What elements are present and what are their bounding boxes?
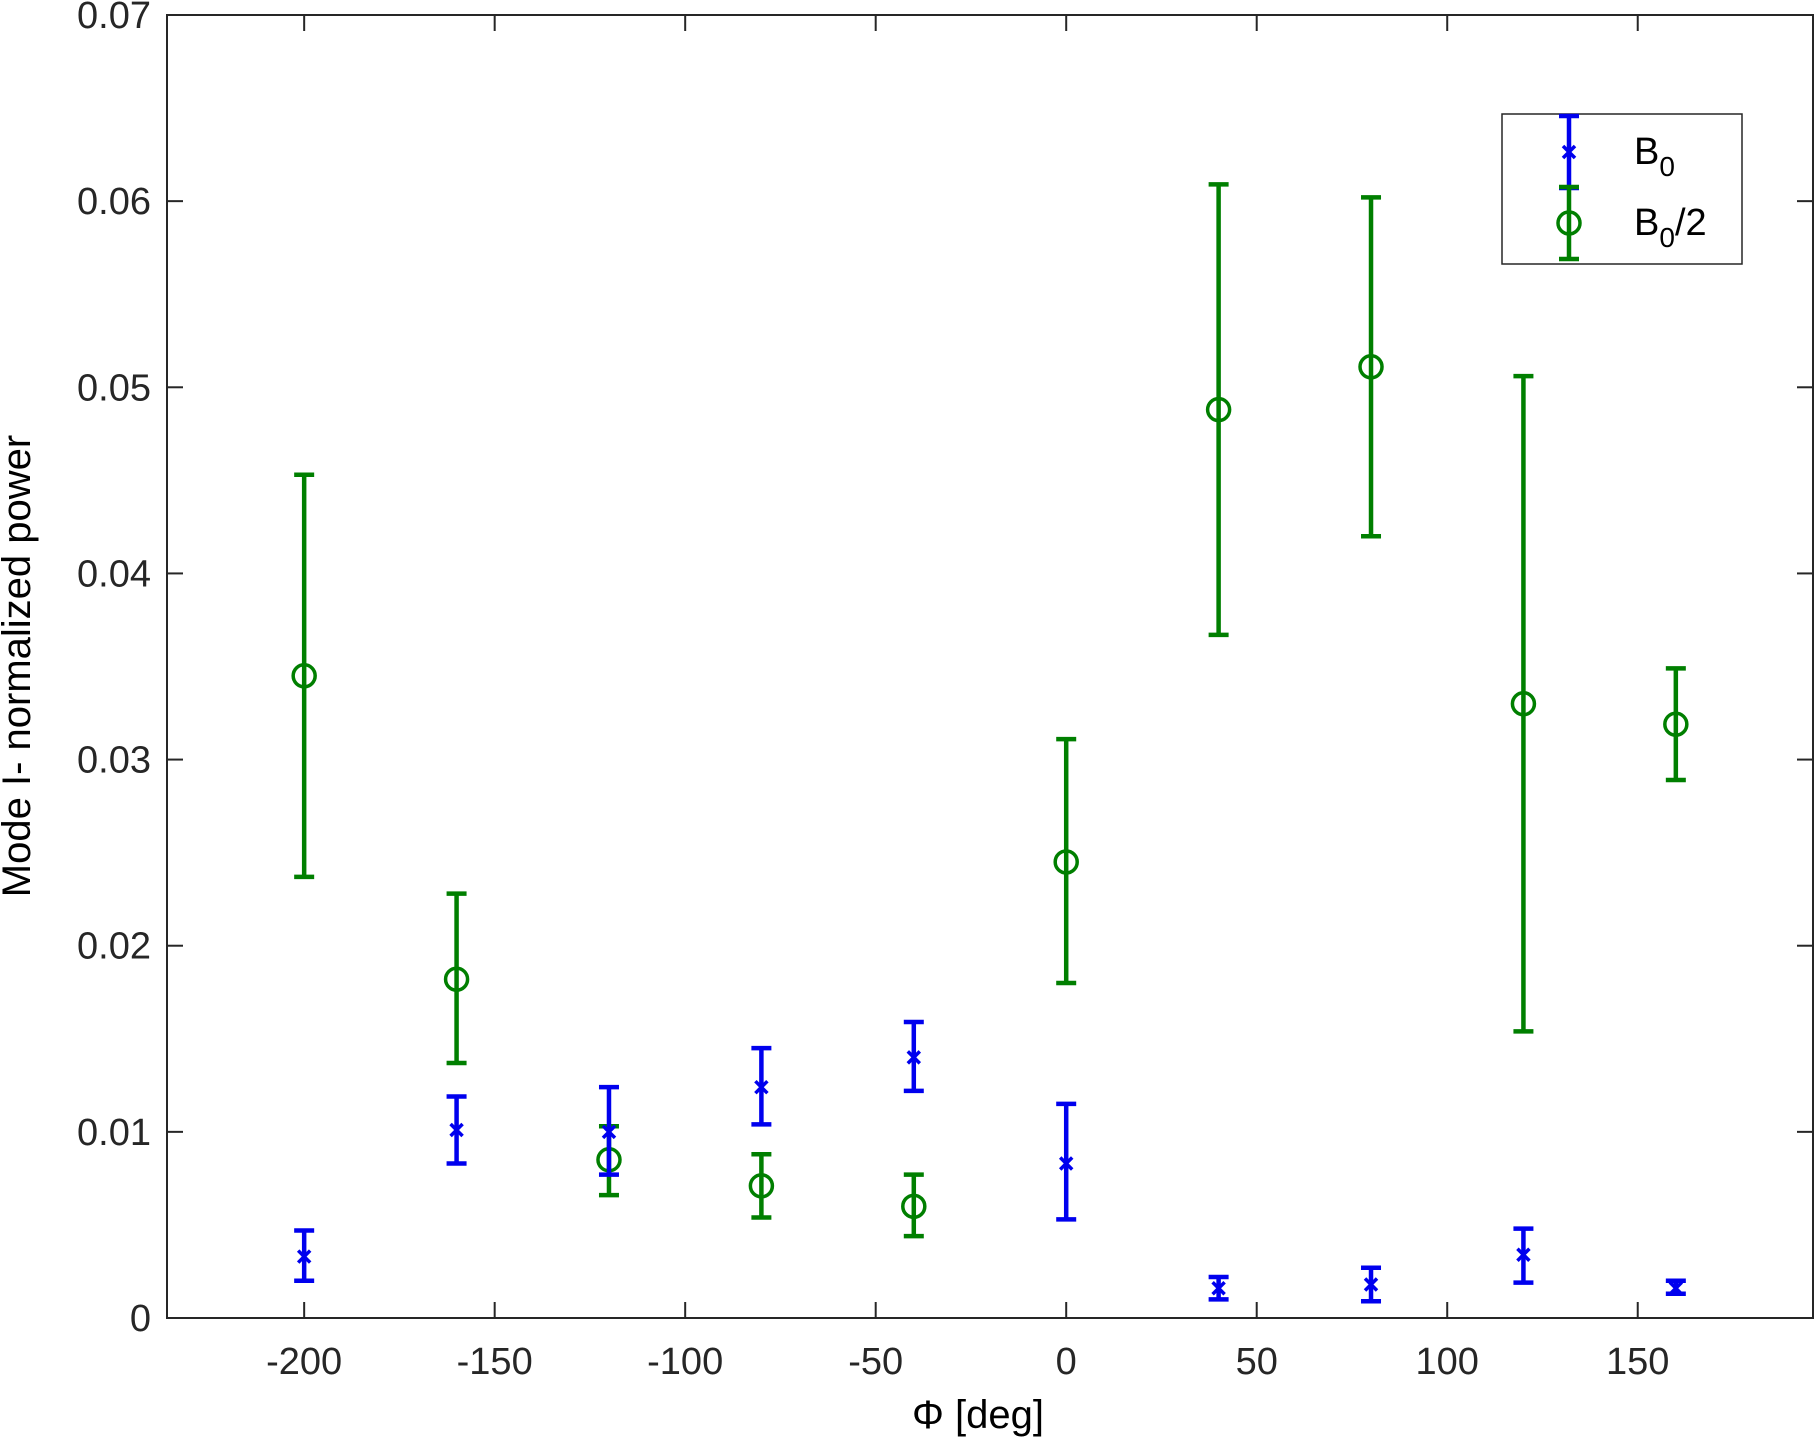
data-point bbox=[1208, 1274, 1229, 1302]
data-point bbox=[751, 1045, 772, 1127]
data-point bbox=[1510, 373, 1537, 1034]
marker-x-stroke bbox=[1668, 1280, 1684, 1296]
marker-circle bbox=[901, 1193, 927, 1220]
error-bar bbox=[1559, 184, 1579, 262]
marker-x-stroke bbox=[754, 1079, 769, 1095]
y-tick-label: 0.07 bbox=[77, 0, 151, 37]
marker-x-stroke bbox=[601, 1124, 617, 1140]
data-point bbox=[443, 891, 470, 1066]
legend-entry: B0 bbox=[1559, 113, 1675, 191]
legend-entry: B0/2 bbox=[1556, 184, 1707, 262]
x-tick-label: -50 bbox=[848, 1341, 903, 1383]
error-bar bbox=[1361, 195, 1382, 539]
x-tick-label: -150 bbox=[457, 1341, 533, 1383]
data-point bbox=[1056, 1101, 1077, 1222]
data-point bbox=[748, 1151, 775, 1220]
marker-x-stroke bbox=[449, 1122, 464, 1138]
marker-x-stroke bbox=[1363, 1277, 1379, 1292]
marker-x bbox=[1516, 1247, 1531, 1262]
y-axis-label: Mode I- normalized power bbox=[0, 435, 39, 897]
marker-x-stroke bbox=[1211, 1280, 1226, 1296]
data-point bbox=[294, 1228, 315, 1284]
y-tick-label: 0.01 bbox=[77, 1112, 151, 1154]
error-bar bbox=[294, 472, 315, 880]
y-tick-label: 0.04 bbox=[77, 553, 151, 595]
x-tick-label: 50 bbox=[1236, 1341, 1278, 1383]
marker-x bbox=[1211, 1280, 1226, 1296]
data-point bbox=[1358, 195, 1384, 539]
series-b0-half bbox=[291, 182, 1689, 1239]
marker-x-stroke bbox=[1058, 1156, 1074, 1171]
error-bar bbox=[1056, 736, 1077, 986]
marker-x-stroke bbox=[296, 1249, 312, 1264]
marker-circle bbox=[1358, 354, 1384, 380]
data-point bbox=[1665, 1278, 1686, 1297]
ticks-layer: -200 -150 -100 -50 0 50 100 150 0 0.01 0.02 0.03 0.0… bbox=[77, 0, 1813, 1383]
legend-marker bbox=[1556, 210, 1582, 236]
data-point bbox=[1513, 1226, 1534, 1285]
data-point bbox=[1053, 736, 1079, 986]
data-point bbox=[291, 472, 317, 880]
marker-x bbox=[906, 1050, 922, 1065]
error-bar bbox=[1513, 373, 1534, 1034]
marker-x bbox=[754, 1079, 769, 1095]
plot-frame bbox=[166, 14, 1814, 1319]
data-layer bbox=[291, 182, 1689, 1304]
x-axis-label: Φ [deg] bbox=[912, 1393, 1044, 1437]
y-tick-label: 0.02 bbox=[77, 926, 151, 968]
error-bar bbox=[751, 1151, 772, 1220]
y-tick-label: 0.05 bbox=[77, 367, 151, 409]
marker-circle bbox=[1053, 849, 1079, 875]
y-tick-label: 0 bbox=[130, 1298, 151, 1340]
y-tick-label: 0.06 bbox=[77, 181, 151, 223]
x-tick-label: 0 bbox=[1056, 1341, 1077, 1383]
x-tick-label: 150 bbox=[1606, 1341, 1669, 1383]
marker-x-stroke bbox=[906, 1050, 922, 1065]
marker-x bbox=[1668, 1280, 1684, 1296]
marker-x bbox=[1363, 1277, 1379, 1292]
data-point bbox=[446, 1094, 467, 1166]
data-point bbox=[903, 1019, 924, 1094]
legend: B0 B0/2 bbox=[1501, 113, 1743, 265]
marker-circle bbox=[443, 966, 470, 992]
y-tick-label: 0.03 bbox=[77, 740, 151, 782]
data-point bbox=[1205, 182, 1232, 638]
error-bar bbox=[446, 891, 467, 1066]
legend-label: B0/2 bbox=[1634, 202, 1707, 253]
data-point bbox=[1361, 1265, 1382, 1304]
x-tick-label: -100 bbox=[647, 1341, 723, 1383]
marker-circle bbox=[748, 1173, 775, 1199]
error-bar bbox=[903, 1172, 924, 1239]
marker-x bbox=[1058, 1156, 1074, 1171]
marker-circle bbox=[291, 663, 317, 689]
x-tick-label: 100 bbox=[1416, 1341, 1479, 1383]
marker-circle bbox=[1663, 711, 1689, 737]
legend-box bbox=[1501, 113, 1743, 265]
legend-marker bbox=[1561, 144, 1577, 160]
data-point bbox=[598, 1084, 619, 1177]
marker-x bbox=[601, 1124, 617, 1140]
marker-x-stroke bbox=[1561, 144, 1577, 160]
marker-x bbox=[449, 1122, 464, 1138]
marker-circle bbox=[1205, 396, 1232, 423]
data-point bbox=[1663, 666, 1689, 783]
marker-x-stroke bbox=[1516, 1247, 1531, 1262]
data-point bbox=[901, 1172, 927, 1239]
marker-circle bbox=[1510, 690, 1537, 717]
series-b0 bbox=[294, 1019, 1686, 1304]
x-tick-label: -200 bbox=[266, 1341, 342, 1383]
error-bar bbox=[1208, 182, 1229, 638]
error-bar bbox=[1665, 666, 1686, 783]
legend-label: B0 bbox=[1634, 131, 1675, 182]
marker-x bbox=[296, 1249, 312, 1264]
